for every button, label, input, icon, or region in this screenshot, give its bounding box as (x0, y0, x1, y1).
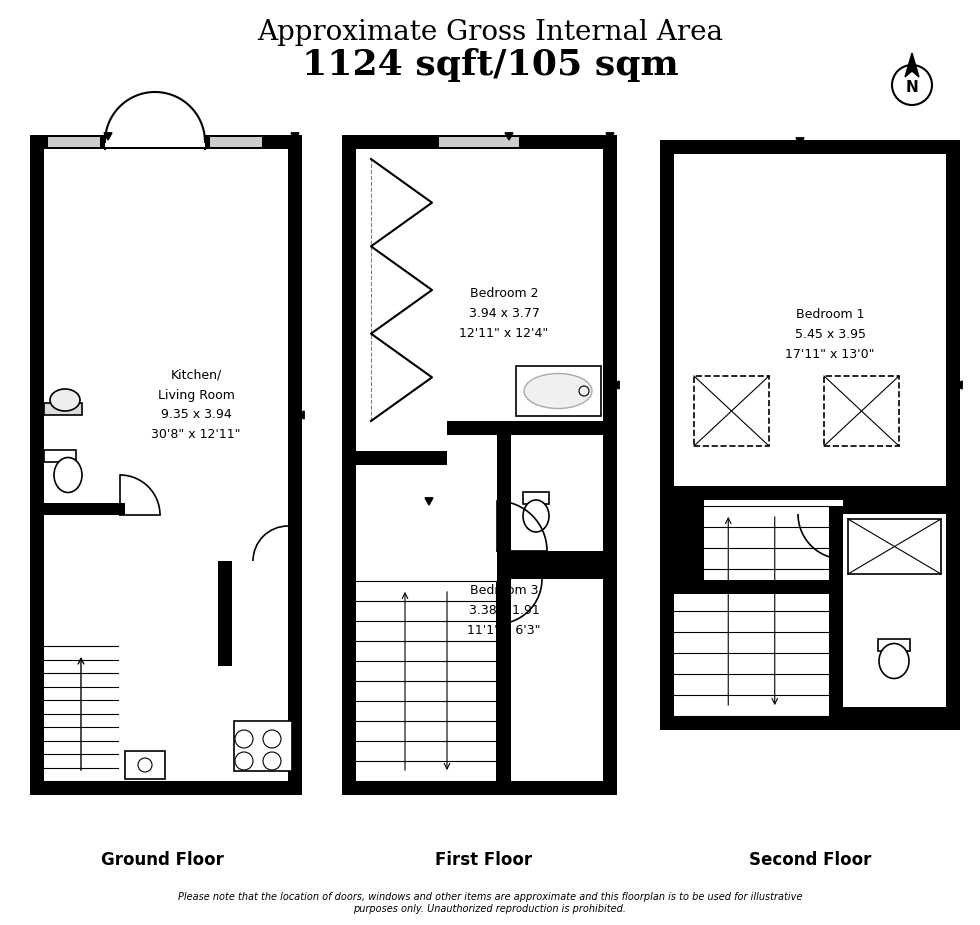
Bar (342, 781, 617, 795)
Bar (523, 492, 549, 504)
Polygon shape (612, 381, 619, 389)
Bar (48, 137, 100, 147)
Polygon shape (606, 133, 614, 140)
Bar (44, 503, 125, 515)
Bar (674, 580, 829, 594)
Bar (848, 519, 941, 574)
Text: Ground Floor: Ground Floor (101, 851, 223, 869)
Bar (603, 135, 617, 795)
Text: Bedroom 3
3.38 x 1.91
11'1" x 6'3": Bedroom 3 3.38 x 1.91 11'1" x 6'3" (467, 584, 541, 636)
Text: First Floor: First Floor (435, 851, 532, 869)
Bar (356, 451, 447, 465)
Bar (30, 781, 302, 795)
Polygon shape (347, 581, 354, 589)
Text: Bedroom 2
3.94 x 3.77
12'11" x 12'4": Bedroom 2 3.94 x 3.77 12'11" x 12'4" (460, 287, 549, 339)
Bar (234, 721, 292, 771)
Bar (210, 137, 262, 147)
Bar (30, 135, 302, 149)
Polygon shape (35, 411, 42, 419)
Bar (497, 565, 511, 781)
Text: Second Floor: Second Floor (749, 851, 871, 869)
Bar (674, 500, 704, 580)
Text: 1124 sqft/105 sqm: 1124 sqft/105 sqm (302, 48, 678, 82)
Bar (439, 137, 519, 147)
Bar (44, 450, 76, 462)
Bar (516, 366, 601, 416)
Bar (946, 140, 960, 730)
Bar (105, 128, 205, 147)
Polygon shape (796, 138, 804, 145)
Bar (30, 135, 44, 795)
Polygon shape (505, 133, 513, 140)
Ellipse shape (879, 644, 909, 679)
Text: Bedroom 1
5.45 x 3.95
17'11" x 13'0": Bedroom 1 5.45 x 3.95 17'11" x 13'0" (785, 308, 875, 361)
Bar (674, 486, 946, 500)
Bar (496, 581, 510, 781)
Polygon shape (905, 53, 919, 77)
Polygon shape (291, 783, 299, 790)
Ellipse shape (50, 389, 80, 411)
Polygon shape (608, 783, 616, 790)
Polygon shape (297, 411, 304, 419)
Bar (660, 140, 960, 154)
Ellipse shape (524, 374, 592, 409)
Polygon shape (890, 718, 898, 725)
Bar (125, 751, 165, 779)
Bar (497, 421, 511, 565)
Polygon shape (796, 718, 804, 725)
Text: Approximate Gross Internal Area: Approximate Gross Internal Area (257, 18, 723, 45)
Ellipse shape (523, 500, 549, 532)
Bar (447, 421, 603, 435)
Polygon shape (104, 133, 112, 140)
Bar (44, 403, 82, 415)
Polygon shape (665, 381, 672, 389)
Bar (288, 135, 302, 795)
Bar (218, 561, 232, 666)
Bar (824, 376, 899, 446)
Bar (660, 140, 674, 730)
Bar (843, 500, 946, 514)
Text: Please note that the location of doors, windows and other items are approximate : Please note that the location of doors, … (177, 893, 803, 914)
Bar (843, 707, 946, 716)
Bar (660, 716, 960, 730)
Ellipse shape (54, 458, 82, 492)
Polygon shape (955, 381, 962, 389)
Polygon shape (291, 133, 299, 140)
Bar (694, 376, 769, 446)
Bar (829, 506, 843, 716)
Bar (497, 551, 603, 565)
Polygon shape (425, 783, 433, 790)
Polygon shape (347, 381, 354, 389)
Polygon shape (425, 498, 433, 505)
Bar (497, 565, 603, 579)
Bar (878, 639, 910, 651)
Bar (342, 135, 617, 149)
Text: Kitchen/
Living Room
9.35 x 3.94
30'8" x 12'11": Kitchen/ Living Room 9.35 x 3.94 30'8" x… (151, 368, 241, 441)
Bar (342, 135, 356, 795)
Text: N: N (906, 80, 918, 94)
